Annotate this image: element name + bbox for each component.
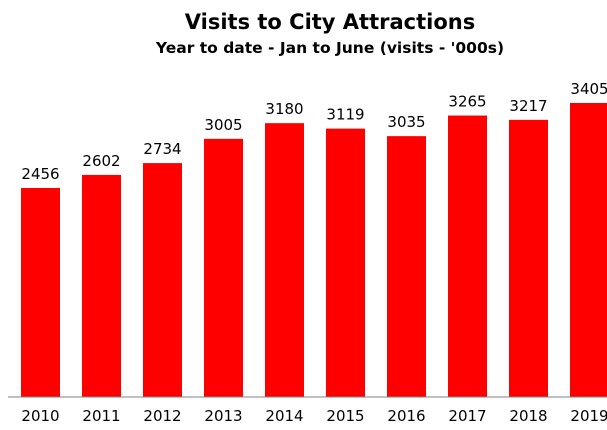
data-label-2018: 3217 xyxy=(509,97,547,115)
bar-2016 xyxy=(387,136,426,398)
bar-2015 xyxy=(326,128,365,397)
bar-2012 xyxy=(143,163,182,397)
x-tick-label-2015: 2015 xyxy=(326,407,364,425)
chart-subtitle: Year to date - Jan to June (visits - '00… xyxy=(155,39,505,57)
data-label-2016: 3035 xyxy=(387,113,425,131)
x-tick-label-2010: 2010 xyxy=(21,407,59,425)
bar-2011 xyxy=(82,174,121,397)
data-label-2019: 3405 xyxy=(570,80,607,98)
x-tick-labels-group: 2010 2011 2012 2013 2014 2015 2016 2017 2018 2019 xyxy=(21,407,607,425)
bar-2019 xyxy=(570,103,607,397)
data-labels-group: 2456 2602 2734 3005 3180 3119 3035 3265 3217 3405 xyxy=(21,80,607,183)
x-tick-label-2013: 2013 xyxy=(204,407,242,425)
x-tick-label-2017: 2017 xyxy=(448,407,486,425)
x-tick-label-2012: 2012 xyxy=(143,407,181,425)
bars-group xyxy=(21,103,607,398)
x-tick-label-2011: 2011 xyxy=(82,407,120,425)
x-tick-label-2014: 2014 xyxy=(265,407,303,425)
bar-2013 xyxy=(204,138,243,397)
x-tick-label-2019: 2019 xyxy=(570,407,607,425)
data-label-2014: 3180 xyxy=(265,100,303,118)
bar-2018 xyxy=(509,119,548,397)
data-label-2013: 3005 xyxy=(204,116,242,134)
chart-title: Visits to City Attractions xyxy=(184,10,476,34)
data-label-2011: 2602 xyxy=(82,152,120,170)
data-label-2010: 2456 xyxy=(21,165,59,183)
bar-2010 xyxy=(21,188,60,397)
bar-2017 xyxy=(448,115,487,397)
bar-2014 xyxy=(265,123,304,397)
data-label-2012: 2734 xyxy=(143,140,181,158)
x-tick-label-2016: 2016 xyxy=(387,407,425,425)
x-tick-label-2018: 2018 xyxy=(509,407,547,425)
data-label-2015: 3119 xyxy=(326,106,364,124)
data-label-2017: 3265 xyxy=(448,93,486,111)
